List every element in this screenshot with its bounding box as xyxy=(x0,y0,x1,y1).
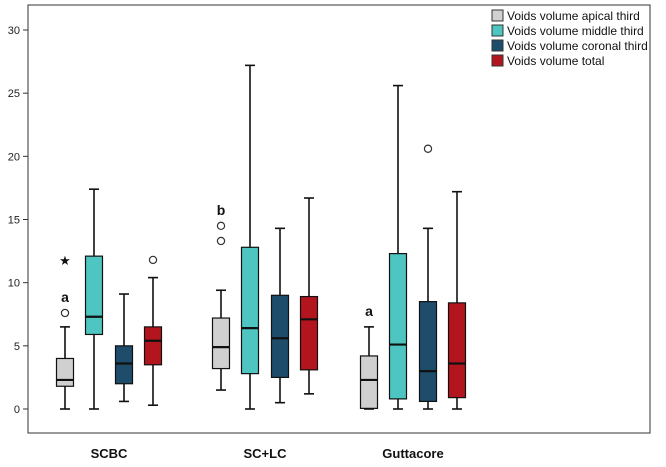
y-tick-label: 10 xyxy=(8,278,20,290)
box-group: ★aba xyxy=(55,64,467,410)
outlier-point xyxy=(60,308,70,318)
significance-label: a xyxy=(365,303,373,319)
box-iqr xyxy=(388,253,408,400)
outlier-point xyxy=(216,221,226,231)
box-plot xyxy=(447,190,467,410)
legend-swatch xyxy=(491,24,504,37)
box-plot xyxy=(388,84,408,410)
legend-label: Voids volume coronal third xyxy=(507,39,648,53)
box-iqr xyxy=(240,246,260,375)
box-iqr xyxy=(55,357,75,387)
box-iqr xyxy=(143,326,163,366)
y-tick-label: 30 xyxy=(8,25,20,37)
significance-label: a xyxy=(61,289,69,305)
x-axis: SCBC SC+LC Guttacore xyxy=(91,446,444,461)
outlier-point xyxy=(423,144,433,153)
y-axis: 0 5 10 15 20 25 30 xyxy=(8,25,28,416)
significance-label: b xyxy=(217,202,226,218)
box-iqr xyxy=(84,255,104,336)
box-plot xyxy=(270,227,290,404)
y-tick-label: 5 xyxy=(14,341,20,353)
box-iqr xyxy=(418,301,438,403)
y-tick-label: 25 xyxy=(8,88,20,100)
x-category-label: Guttacore xyxy=(382,446,443,461)
x-category-label: SCBC xyxy=(91,446,128,461)
box-plot xyxy=(240,64,260,410)
y-tick-label: 20 xyxy=(8,151,20,163)
legend-label: Voids volume total xyxy=(507,54,604,68)
legend-label: Voids volume middle third xyxy=(507,24,644,38)
outlier-point xyxy=(148,255,158,265)
box-plot xyxy=(114,293,134,403)
box-plot xyxy=(418,144,438,410)
box-iqr xyxy=(270,294,290,379)
legend-swatch xyxy=(491,39,504,52)
y-tick-label: 15 xyxy=(8,215,20,227)
box-iqr xyxy=(211,317,231,370)
y-tick-label: 0 xyxy=(14,404,20,416)
legend-swatch xyxy=(491,54,504,67)
box-plot xyxy=(299,197,319,395)
box-plot: b xyxy=(211,202,231,391)
box-iqr xyxy=(114,345,134,385)
box-plot xyxy=(84,188,104,410)
x-category-label: SC+LC xyxy=(244,446,288,461)
box-plot xyxy=(143,255,163,407)
legend-label: Voids volume apical third xyxy=(507,9,640,23)
box-iqr xyxy=(359,355,379,409)
box-iqr xyxy=(299,295,319,371)
extreme-point: ★ xyxy=(59,253,71,268)
box-iqr xyxy=(447,302,467,399)
outlier-point xyxy=(216,236,226,246)
box-plot: ★a xyxy=(55,253,75,410)
box-plot: a xyxy=(359,303,379,410)
legend-swatch xyxy=(491,9,504,22)
